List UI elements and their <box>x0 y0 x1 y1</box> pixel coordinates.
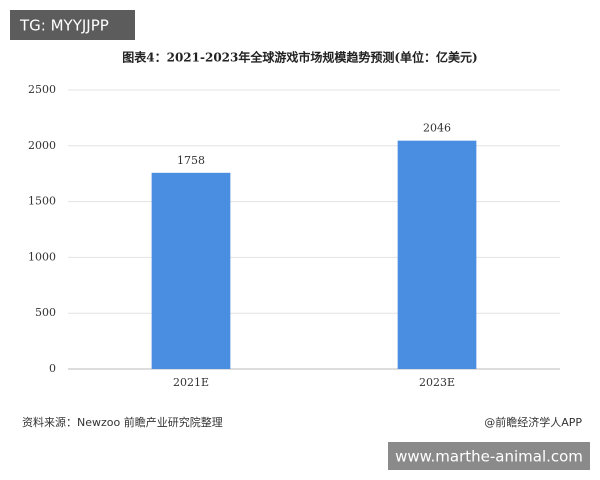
chart-title: 图表4：2021-2023年全球游戏市场规模趋势预测(单位：亿美元) <box>122 50 478 65</box>
source-note: 资料来源：Newzoo 前瞻产业研究院整理 <box>22 415 223 429</box>
y-tick-label: 500 <box>35 306 56 319</box>
y-tick-label: 2500 <box>28 83 56 96</box>
bar <box>397 140 477 369</box>
overlay-box <box>10 10 135 40</box>
y-tick-label: 0 <box>49 362 56 375</box>
data-label: 1758 <box>177 154 205 167</box>
y-tick-label: 1500 <box>28 195 56 208</box>
data-label: 2046 <box>423 122 451 135</box>
overlay-box <box>388 442 590 470</box>
overlay-text: www.marthe-animal.com <box>395 448 583 466</box>
x-tick-label: 2021E <box>173 376 209 389</box>
credit: @前瞻经济学人APP <box>484 415 582 429</box>
y-tick-label: 1000 <box>28 250 56 263</box>
x-tick-label: 2023E <box>419 376 455 389</box>
y-tick-label: 2000 <box>28 139 56 152</box>
bar <box>151 172 231 369</box>
overlay-text: TG: MYYJJPP <box>19 17 109 35</box>
